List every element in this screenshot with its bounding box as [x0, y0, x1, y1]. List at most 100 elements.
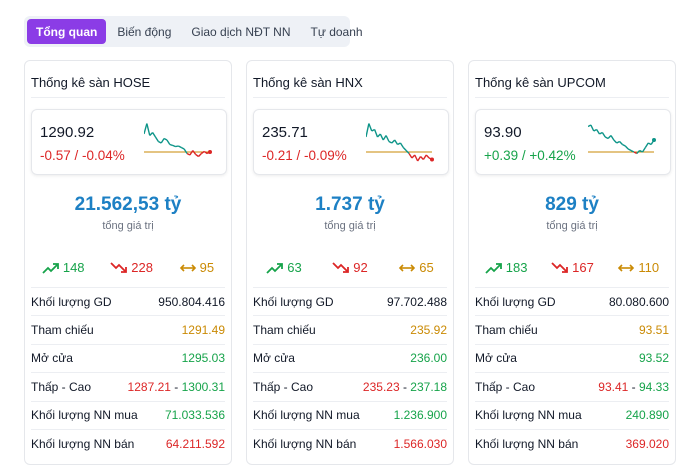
tab-movement[interactable]: Biến động [117, 24, 172, 39]
sparkline-segment [619, 141, 623, 145]
sparkline-segment [641, 147, 646, 153]
sparkline-segment [644, 142, 649, 148]
stat-row-nn-buy: Khối lượng NN mua 71.033.536 [31, 400, 225, 429]
stat-value: 1.236.900 [393, 408, 447, 423]
stat-row-ref: Tham chiếu 235.92 [253, 315, 447, 343]
sparkline-segment [402, 147, 407, 151]
index-price: 235.71 [262, 124, 308, 141]
stat-row-nn-sell: Khối lượng NN bán 64.211.592 [31, 428, 225, 457]
stat-row-nn-sell: Khối lượng NN bán 1.566.030 [253, 428, 447, 457]
stat-row-volume: Khối lượng GD 97.702.488 [253, 287, 447, 315]
stat-row-nn-buy: Khối lượng NN mua 1.236.900 [253, 400, 447, 429]
high-value: 1300.31 [181, 379, 225, 394]
unchanged-value: 95 [199, 260, 215, 275]
sparkline-segment [152, 132, 157, 138]
index-quote-box[interactable]: 1290.92 -0.57 / -0.04% [31, 109, 227, 175]
stat-row-open: Mở cửa 236.00 [253, 343, 447, 372]
sparkline-segment [414, 154, 419, 162]
exchange-card: Thống kê sàn HOSE 1290.92 -0.57 / -0.04%… [24, 60, 232, 465]
trend-up-icon [266, 262, 284, 274]
total-value: 829 tỷ [545, 194, 599, 215]
sparkline-segment [405, 150, 410, 154]
declines-count: 167 [551, 260, 594, 275]
stats-table: Khối lượng GD 97.702.488 Tham chiếu 235.… [253, 287, 447, 457]
sparkline-segment [647, 142, 652, 146]
stat-value: 950.804.416 [158, 294, 225, 309]
sparkline-segment [388, 140, 393, 144]
stat-row-ref: Tham chiếu 93.51 [475, 315, 669, 343]
stat-label: Khối lượng NN bán [253, 436, 357, 451]
market-breadth: 183 167 110 [469, 260, 675, 275]
advances-value: 63 [287, 260, 302, 275]
sparkline-segment [417, 156, 422, 162]
card-title: Thống kê sàn HNX [253, 75, 363, 90]
sparkline-segment [166, 139, 171, 145]
stat-row-ref: Tham chiếu 1291.49 [31, 315, 225, 343]
divider [31, 97, 225, 98]
index-change: +0.39 / +0.42% [484, 148, 576, 163]
stat-label: Khối lượng NN mua [475, 408, 582, 423]
stat-value: 93.41 - 94.33 [598, 379, 669, 394]
sparkline-segment [636, 150, 641, 154]
stat-value: 235.23 - 237.18 [362, 379, 447, 394]
advances-count: 183 [485, 260, 528, 275]
market-breadth: 148 228 95 [25, 260, 231, 275]
market-breadth: 63 92 65 [247, 260, 453, 275]
advances-count: 148 [42, 260, 85, 275]
intraday-sparkline [144, 123, 212, 158]
stat-row-lowhigh: Thấp - Cao 1287.21 - 1300.31 [31, 372, 225, 400]
stat-row-lowhigh: Thấp - Cao 93.41 - 94.33 [475, 372, 669, 400]
sparkline-segment [189, 150, 194, 156]
stat-label: Khối lượng NN bán [31, 436, 135, 451]
sparkline-segment [379, 133, 384, 141]
stat-value: 235.92 [410, 323, 447, 338]
low-value: 1287.21 [127, 379, 171, 394]
sparkline-segment [203, 150, 208, 155]
stat-label: Tham chiếu [475, 323, 538, 338]
stat-label: Mở cửa [475, 351, 517, 366]
low-value: 93.41 [598, 379, 629, 394]
divider [253, 97, 447, 98]
index-price: 1290.92 [40, 124, 95, 141]
sparkline-segment [373, 129, 379, 138]
tab-proprietary[interactable]: Tự doanh [310, 24, 363, 39]
stat-label: Khối lượng NN bán [475, 436, 579, 451]
trend-down-icon [110, 261, 128, 273]
stat-label: Thấp - Cao [253, 379, 314, 394]
sparkline-segment [186, 152, 191, 156]
trend-down-icon [332, 261, 350, 273]
tab-foreign-trading[interactable]: Giao dịch NĐT NN [191, 24, 291, 39]
declines-value: 228 [131, 260, 153, 275]
sparkline-segment [425, 154, 430, 159]
total-value: 1.737 tỷ [315, 194, 385, 215]
unchanged-value: 110 [638, 260, 660, 275]
sparkline-segment [593, 128, 597, 132]
stat-label: Thấp - Cao [475, 379, 536, 394]
sparkline-segment [613, 139, 618, 144]
sparkline-segment [610, 135, 615, 141]
total-value-label: tổng giá trị [324, 220, 376, 232]
exchange-card: Thống kê sàn UPCOM 93.90 +0.39 / +0.42% … [468, 60, 676, 465]
unchanged-count: 95 [179, 260, 214, 275]
sparkline-segment [385, 135, 390, 142]
total-value-label: tổng giá trị [546, 220, 598, 232]
sparkline-segment [144, 123, 148, 135]
sparkline-segment [399, 142, 404, 148]
sparkline-segment [195, 153, 199, 158]
stat-label: Mở cửa [31, 351, 73, 366]
total-value: 21.562,53 tỷ [74, 194, 182, 215]
sparkline-segment [382, 135, 387, 141]
last-point [208, 150, 212, 154]
stat-row-lowhigh: Thấp - Cao 235.23 - 237.18 [253, 372, 447, 400]
stat-label: Tham chiếu [31, 323, 94, 338]
index-quote-box[interactable]: 235.71 -0.21 / -0.09% [253, 109, 449, 175]
index-quote-box[interactable]: 93.90 +0.39 / +0.42% [475, 109, 671, 175]
sparkline-segment [422, 154, 427, 160]
declines-value: 92 [353, 260, 368, 275]
stat-row-nn-buy: Khối lượng NN mua 240.890 [475, 400, 669, 429]
tab-overview[interactable]: Tổng quan [27, 19, 107, 44]
stat-value: 80.080.600 [608, 294, 669, 309]
sparkline-segment [169, 143, 173, 147]
sparkline-segment [200, 150, 205, 155]
declines-value: 167 [572, 260, 594, 275]
